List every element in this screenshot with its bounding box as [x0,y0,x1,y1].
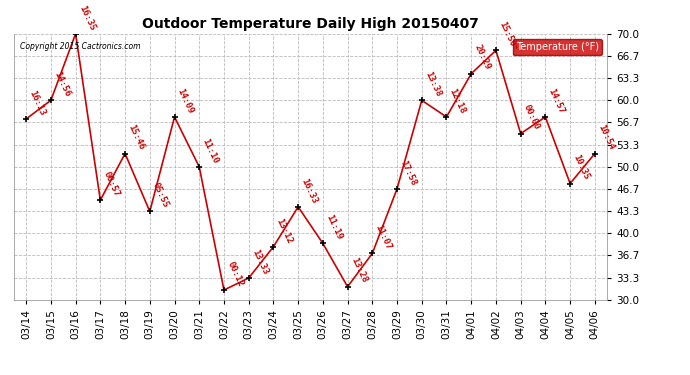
Text: 16:35: 16:35 [77,4,97,32]
Text: 15:46: 15:46 [126,123,146,152]
Text: 00:57: 00:57 [101,170,121,198]
Text: 13:12: 13:12 [275,217,294,245]
Text: 14:09: 14:09 [176,87,195,115]
Text: 13:33: 13:33 [250,248,269,276]
Title: Outdoor Temperature Daily High 20150407: Outdoor Temperature Daily High 20150407 [142,17,479,31]
Text: 11:10: 11:10 [201,137,220,165]
Text: 13:38: 13:38 [423,70,442,98]
Text: 00:00: 00:00 [522,104,542,132]
Text: 14:57: 14:57 [546,87,566,115]
Text: 20:29: 20:29 [473,44,492,72]
Text: 10:35: 10:35 [571,153,591,182]
Text: 17:58: 17:58 [398,159,417,187]
Text: 12:18: 12:18 [448,87,467,115]
Text: 16:13: 16:13 [28,89,47,117]
Text: 15:50: 15:50 [497,20,517,48]
Text: 05:55: 05:55 [151,182,170,210]
Text: 11:19: 11:19 [324,213,344,242]
Text: Copyright 2015 Cactronics.com: Copyright 2015 Cactronics.com [20,42,140,51]
Text: 11:07: 11:07 [373,223,393,251]
Legend: Temperature (°F): Temperature (°F) [513,39,602,56]
Text: 00:12: 00:12 [225,260,245,288]
Text: 10:54: 10:54 [596,123,615,152]
Text: 16:33: 16:33 [299,177,319,205]
Text: 13:28: 13:28 [349,256,368,285]
Text: 14:56: 14:56 [52,70,72,98]
